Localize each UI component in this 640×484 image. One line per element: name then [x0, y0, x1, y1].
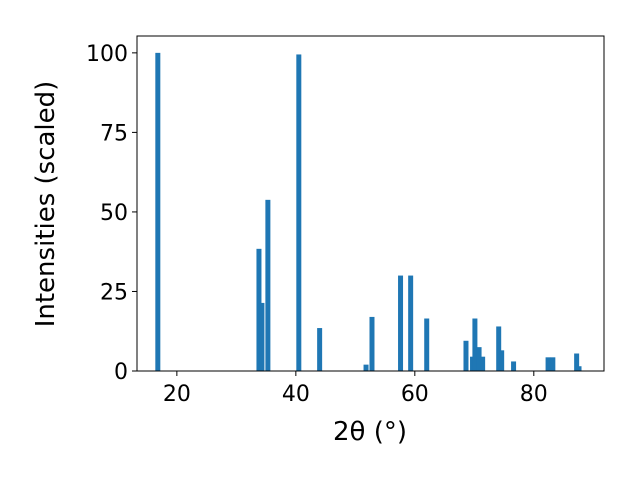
y-tick-label: 75 [100, 121, 128, 146]
y-tick-label: 50 [100, 201, 128, 226]
bar [398, 275, 404, 371]
bar [155, 52, 161, 371]
bar [265, 199, 271, 371]
bar [463, 340, 469, 371]
plot-frame [136, 35, 605, 372]
x-axis-label: 2θ (°) [333, 417, 407, 447]
y-tick-label: 0 [114, 360, 128, 385]
bar [317, 328, 323, 371]
y-axis-label: Intensities (scaled) [31, 81, 61, 328]
bar [363, 364, 369, 371]
bar [256, 248, 262, 371]
x-tick-label: 60 [401, 382, 429, 407]
bar [545, 357, 551, 371]
bar [496, 326, 502, 371]
y-tick-label: 100 [86, 42, 128, 67]
bar [480, 356, 486, 371]
bar [499, 350, 505, 371]
x-tick-label: 40 [282, 382, 310, 407]
bar [476, 347, 482, 371]
bar [259, 302, 265, 371]
bar [550, 357, 556, 371]
x-tick-label: 80 [520, 382, 548, 407]
bar [296, 54, 302, 372]
x-tick-label: 20 [163, 382, 191, 407]
bar [576, 366, 582, 371]
bar [472, 318, 478, 371]
bar [574, 353, 580, 371]
bar [408, 275, 414, 371]
bar [511, 361, 517, 371]
bar [369, 316, 375, 371]
bar [424, 318, 430, 371]
y-tick-label: 25 [100, 280, 128, 305]
